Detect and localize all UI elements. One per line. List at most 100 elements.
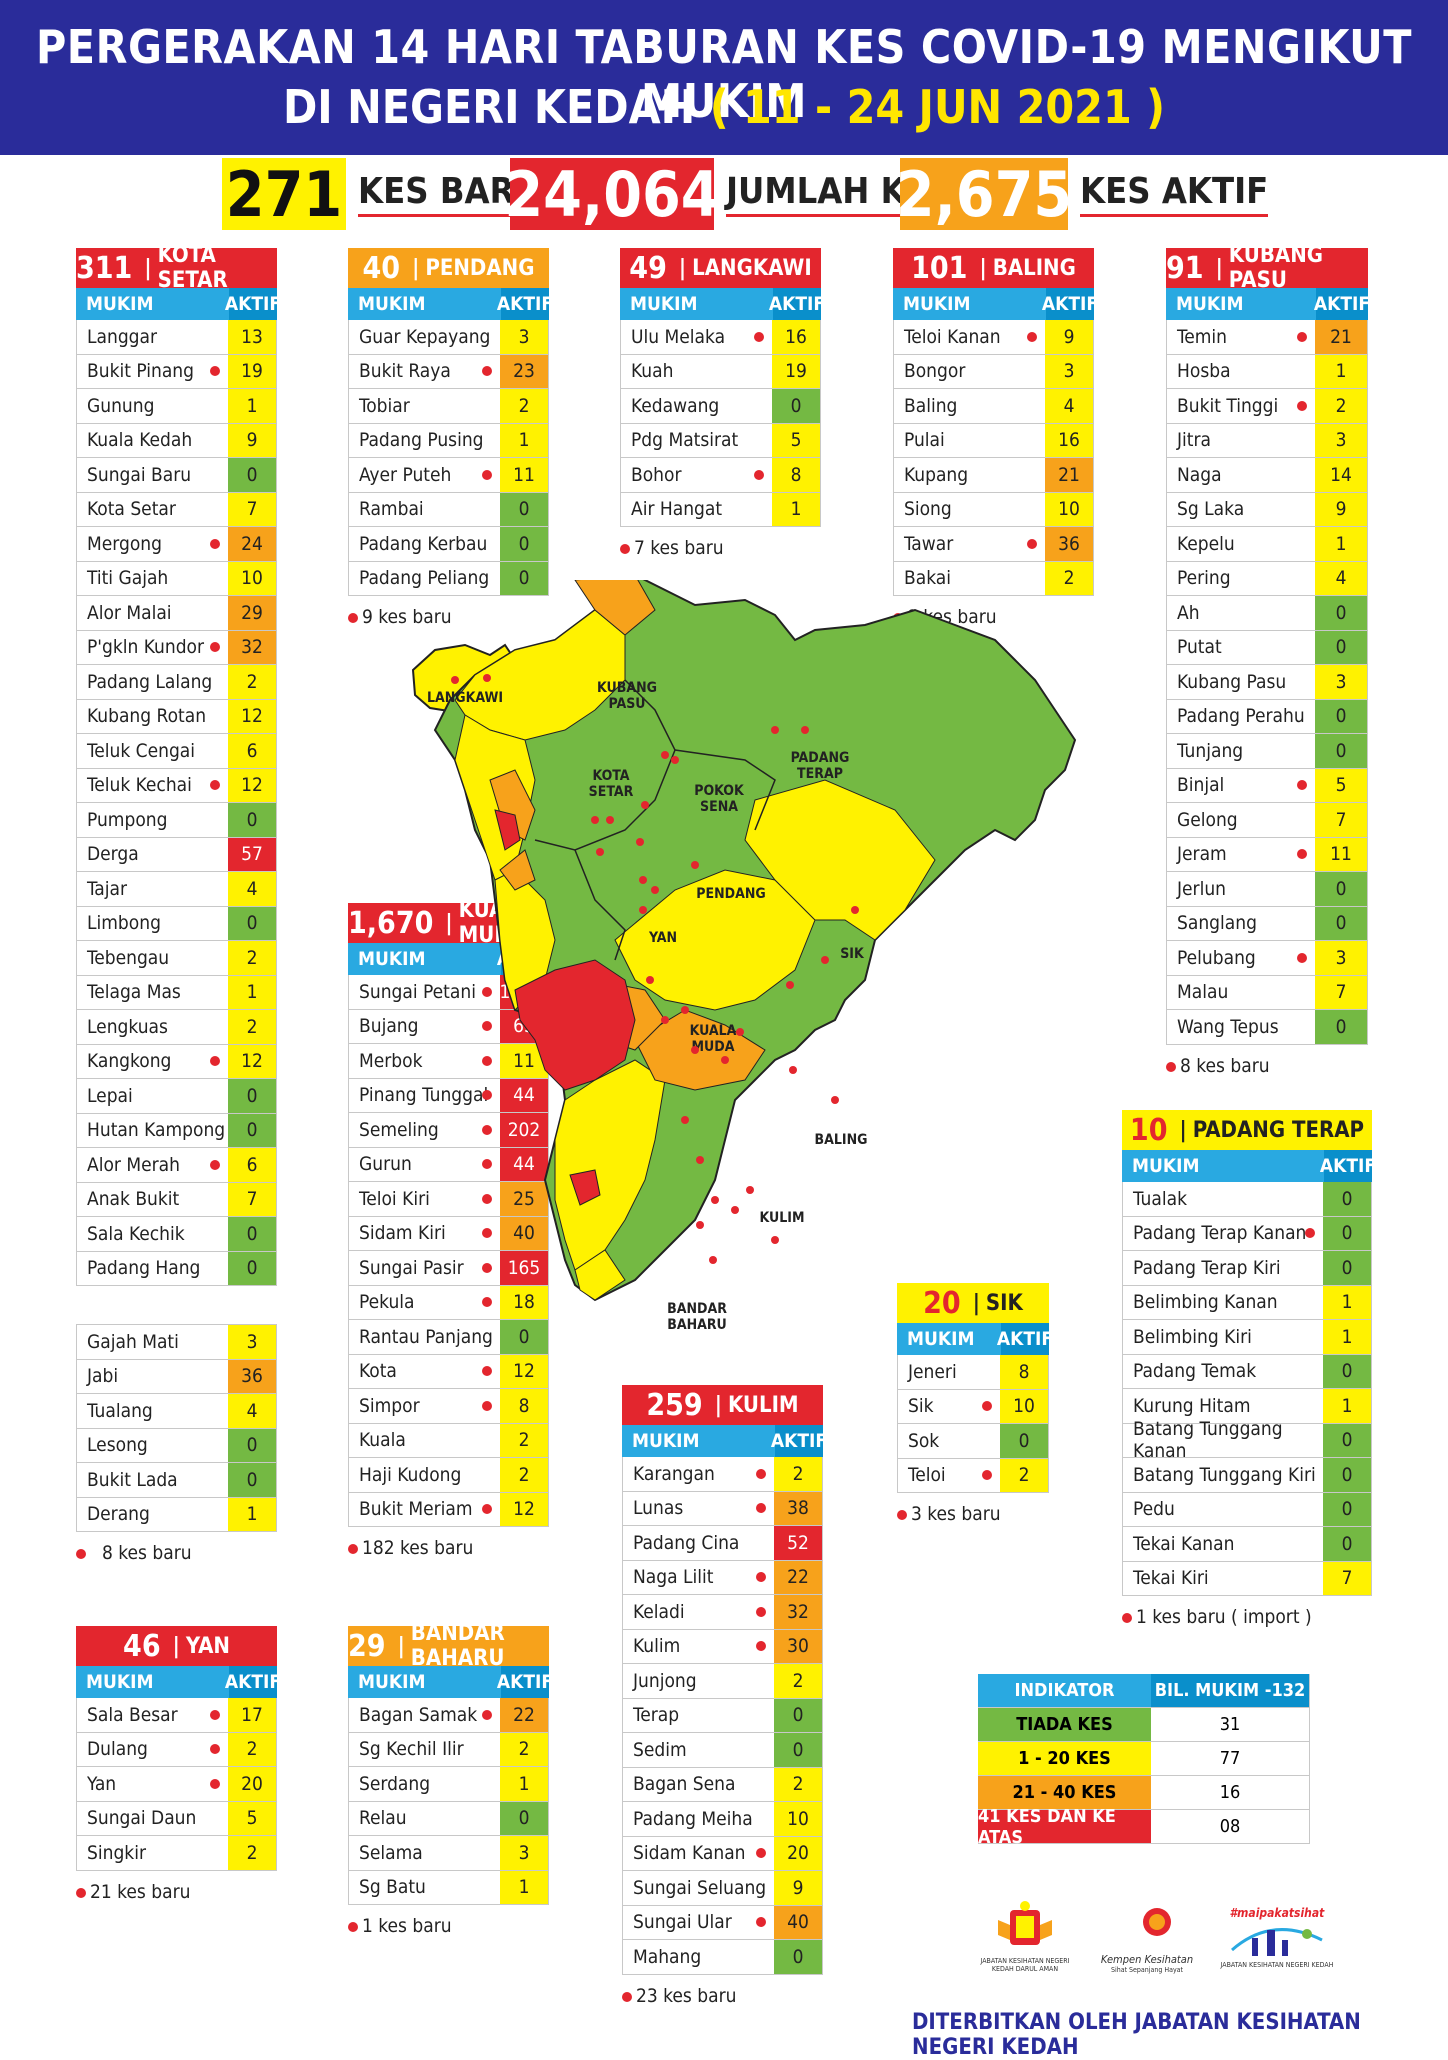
aktif-value: 1 [772, 492, 821, 526]
new-cases-note: 8 kes baru [1166, 1055, 1368, 1077]
aktif-value: 29 [228, 596, 277, 630]
new-cases-note: 1 kes baru ( import ) [1122, 1606, 1372, 1628]
mukim-name-text: Sidam Kanan [633, 1842, 746, 1865]
mukim-name-text: Sedim [633, 1738, 687, 1761]
title-region: DI NEGERI KEDAH [282, 80, 696, 134]
kes-aktif-label: KES AKTIF [1080, 171, 1269, 217]
new-cases-note: 1 kes baru [348, 1915, 549, 1937]
aktif-value: 5 [772, 423, 821, 457]
mukim-name-text: Relau [359, 1807, 407, 1830]
table-row: Padang Peliang 0 [348, 561, 549, 596]
new-case-dot-icon [754, 469, 764, 480]
title-separator: | [172, 1633, 180, 1659]
mukim-name-text: Sungai Petani [359, 980, 476, 1003]
title-separator: | [972, 1290, 980, 1316]
new-case-dot-icon [756, 1641, 766, 1652]
new-case-dot-icon [210, 1056, 220, 1067]
aktif-value: 2 [500, 1423, 549, 1457]
mukim-name-text: Jerlun [1177, 877, 1227, 900]
aktif-value: 2 [228, 1836, 277, 1870]
header-mukim: MUKIM [907, 1328, 975, 1350]
mukim-name: Sanglang [1166, 906, 1315, 940]
aktif-value: 0 [1315, 596, 1368, 630]
table-row: Kupang 21 [893, 458, 1094, 493]
mukim-name: Tekai Kanan [1122, 1527, 1323, 1561]
mukim-name: Sidam Kiri [348, 1216, 500, 1250]
aktif-value: 0 [228, 1428, 277, 1462]
new-case-dot-icon [482, 1090, 492, 1101]
map-label-bandar-baharu-2: BAHARU [667, 1317, 727, 1333]
mukim-name-text: Padang Temak [1133, 1360, 1257, 1383]
mukim-name: Rantau Panjang [348, 1320, 500, 1354]
mukim-name: Naga Lilit [622, 1560, 774, 1594]
new-cases-note: 21 kes baru [76, 1881, 277, 1903]
new-case-dot-icon [482, 1366, 492, 1377]
table-row: Dulang 2 [76, 1732, 277, 1767]
aktif-value: 8 [1000, 1355, 1049, 1389]
skyline-icon [1231, 1928, 1323, 1956]
mukim-name: Jerlun [1166, 872, 1315, 906]
aktif-value: 9 [1315, 492, 1368, 526]
map-label-yan: YAN [648, 930, 677, 946]
district-name: SIK [985, 1290, 1023, 1316]
table-row: Sidam Kanan 20 [622, 1836, 823, 1871]
table-row: Tekai Kiri 7 [1122, 1561, 1372, 1596]
mukim-name-text: Belimbing Kiri [1133, 1325, 1252, 1348]
table-row: Jitra 3 [1166, 423, 1368, 458]
mukim-name: Singkir [76, 1836, 228, 1870]
mukim-name: Merbok [348, 1044, 500, 1078]
district-total: 46 [123, 1628, 161, 1664]
header-mukim: MUKIM [358, 948, 426, 970]
mukim-name: Jeram [1166, 837, 1315, 871]
table-row: Haji Kudong 2 [348, 1458, 549, 1493]
new-case-dot-icon [756, 1503, 766, 1514]
kempen-swirl-icon [1143, 1908, 1171, 1936]
aktif-value: 10 [1000, 1389, 1049, 1423]
aktif-value: 6 [228, 1148, 277, 1182]
mukim-name: Sungai Baru [76, 458, 228, 492]
map-region-kulim [554, 1059, 666, 1271]
mukim-name-text: Hutan Kampong [87, 1119, 226, 1142]
aktif-value: 0 [1323, 1492, 1372, 1526]
mukim-name: Padang Kerbau [348, 527, 500, 561]
mukim-name: Mahang [622, 1940, 774, 1974]
aktif-value: 22 [774, 1560, 823, 1594]
mukim-name: Tualak [1122, 1182, 1323, 1216]
aktif-value: 12 [500, 1492, 549, 1526]
table-row: Pdg Matsirat 5 [620, 423, 821, 458]
mukim-name-text: Guar Kepayang [359, 325, 491, 348]
header-mukim: MUKIM [903, 293, 971, 315]
aktif-value: 0 [1323, 1216, 1372, 1250]
new-case-dot-icon [482, 1055, 492, 1066]
mukim-name-text: Kota Setar [87, 498, 176, 521]
mukim-name: Ah [1166, 596, 1315, 630]
mukim-name: Tunjang [1166, 734, 1315, 768]
mukim-name-text: Junjong [633, 1669, 697, 1692]
mukim-name-text: Titi Gajah [87, 567, 169, 590]
mukim-name-text: Teloi [908, 1464, 946, 1487]
mukim-name: Malau [1166, 975, 1315, 1009]
table-header: MUKIM AKTIF [348, 288, 553, 320]
mukim-name: Tajar [76, 872, 228, 906]
map-region-bandar-baharu [574, 1249, 626, 1301]
mukim-name-text: Telaga Mas [87, 981, 181, 1004]
aktif-value: 36 [228, 1359, 277, 1393]
table-header: MUKIM AKTIF [76, 1666, 281, 1698]
district-panel-sik: 20 | SIK MUKIM AKTIF Jeneri 8 Sik 10 Sok 0 Teloi 2 3 … [897, 1283, 1053, 1525]
table-row: Pekula 18 [348, 1285, 549, 1320]
mukim-name: Teloi Kiri [348, 1182, 500, 1216]
indicator-label: 41 KES DAN KE ATAS [978, 1806, 1151, 1848]
aktif-value: 18 [500, 1285, 549, 1319]
mukim-name-text: Air Hangat [631, 498, 723, 521]
mukim-name-text: Jitra [1177, 429, 1211, 452]
table-row: Tekai Kanan 0 [1122, 1527, 1372, 1562]
table-row: Bagan Sena 2 [622, 1767, 823, 1802]
aktif-value: 0 [774, 1698, 823, 1732]
mukim-name: Tualang [76, 1394, 228, 1428]
mukim-name-text: Kedawang [631, 394, 720, 417]
map-label-baling: BALING [815, 1132, 868, 1148]
indicator-count: 08 [1151, 1810, 1310, 1843]
header-mukim: MUKIM [86, 293, 154, 315]
mukim-name-text: Padang Hang [87, 1257, 201, 1280]
table-row: Hutan Kampong 0 [76, 1113, 277, 1148]
